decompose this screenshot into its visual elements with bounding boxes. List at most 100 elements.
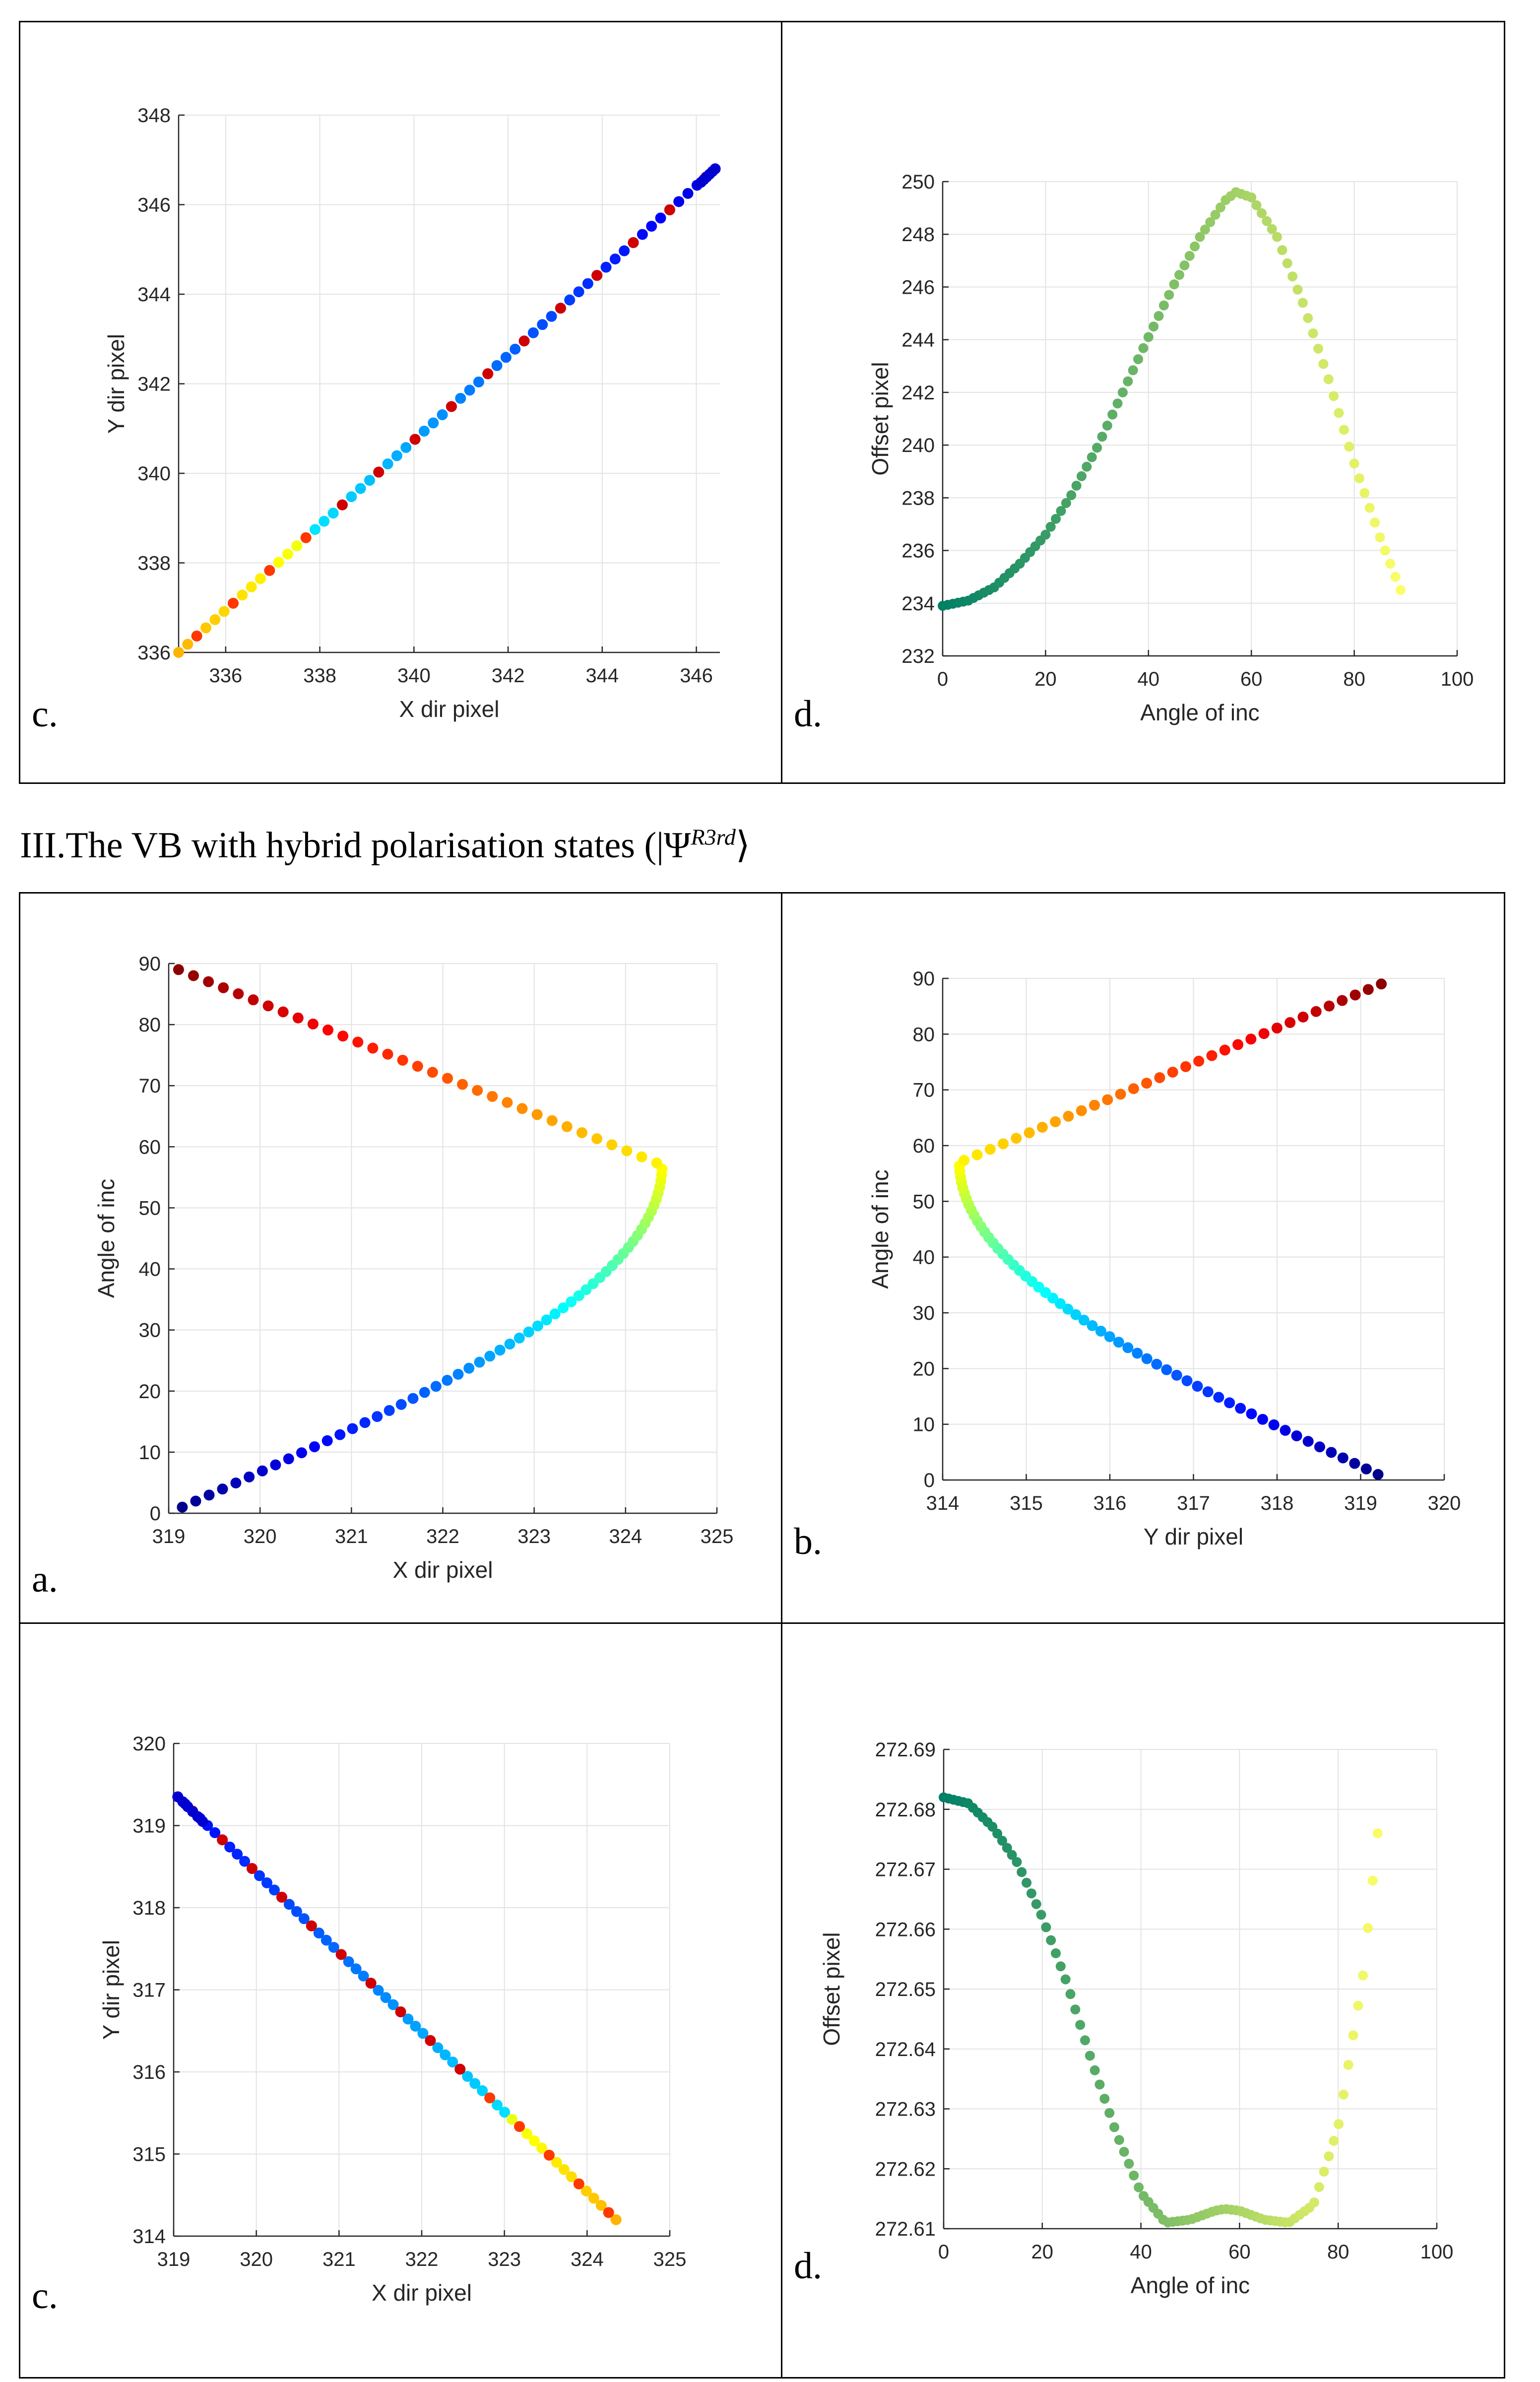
data-point — [491, 360, 503, 371]
data-point — [1171, 1369, 1182, 1381]
data-point — [621, 1145, 633, 1157]
data-point — [291, 1906, 302, 1917]
y-tick-label: 10 — [139, 1442, 161, 1464]
data-point — [1309, 2197, 1319, 2208]
data-point — [432, 2042, 444, 2054]
data-point — [1251, 200, 1262, 210]
data-point — [1133, 354, 1144, 364]
data-point — [197, 1816, 208, 1827]
y-tick-label: 346 — [137, 194, 171, 216]
section-heading-prefix: III.The VB with hybrid polarisation stat… — [20, 825, 691, 866]
bottom-panel-horizontal-divider — [19, 1622, 1505, 1624]
data-point — [1272, 232, 1283, 242]
y-tick-label: 272.65 — [875, 1979, 936, 2000]
data-point — [257, 1465, 268, 1477]
data-point — [1076, 471, 1087, 481]
data-point — [472, 1085, 483, 1096]
data-point — [573, 2178, 584, 2189]
x-tick-label: 336 — [209, 665, 242, 687]
data-point — [373, 1985, 384, 1996]
data-point — [209, 1827, 221, 1838]
data-point — [1132, 1348, 1143, 1359]
data-point — [573, 286, 584, 298]
data-point — [546, 1115, 558, 1126]
data-point — [500, 352, 512, 363]
data-point — [1046, 1935, 1056, 1945]
data-point — [1112, 398, 1123, 409]
data-point — [248, 994, 259, 1006]
data-point — [359, 1417, 371, 1428]
data-point — [1337, 995, 1348, 1006]
data-point — [1349, 458, 1359, 469]
y-tick-label: 30 — [913, 1302, 935, 1324]
bottom-panel-frame — [19, 892, 1505, 2379]
y-tick-label: 50 — [139, 1197, 161, 1219]
data-point — [1134, 2182, 1144, 2192]
data-point — [397, 1054, 408, 1066]
data-point — [1363, 1923, 1373, 1933]
data-point — [696, 177, 707, 188]
data-point — [307, 1018, 319, 1030]
data-point — [1314, 1441, 1325, 1453]
data-point — [1026, 1888, 1036, 1899]
data-point — [1200, 224, 1210, 235]
x-tick-label: 40 — [1138, 668, 1160, 690]
data-point — [619, 245, 630, 257]
data-point — [447, 2057, 458, 2068]
data-point — [482, 368, 494, 380]
data-point — [998, 1138, 1009, 1150]
y-tick-label: 234 — [901, 593, 935, 615]
section-heading-suffix: ⟩ — [735, 825, 750, 866]
data-point — [1195, 232, 1205, 242]
data-point — [292, 1012, 304, 1024]
x-tick-label: 0 — [937, 668, 948, 690]
data-point — [549, 1308, 561, 1320]
data-point — [492, 2099, 503, 2111]
data-point — [409, 434, 421, 445]
x-tick-label: 340 — [397, 665, 431, 687]
data-point — [452, 1368, 464, 1380]
x-tick-label: 344 — [585, 665, 619, 687]
x-tick-label: 40 — [1130, 2241, 1152, 2263]
data-point — [1070, 2004, 1081, 2015]
data-point — [1344, 442, 1354, 452]
data-point — [334, 1429, 346, 1440]
data-point — [419, 1387, 430, 1398]
data-point — [347, 1423, 358, 1434]
data-point — [532, 1320, 543, 1332]
data-point — [1119, 2147, 1129, 2157]
data-point — [1151, 1358, 1162, 1370]
data-point — [1292, 284, 1303, 295]
y-tick-label: 348 — [137, 105, 171, 127]
data-point — [217, 1834, 228, 1846]
data-point — [580, 2186, 592, 2197]
data-point — [1078, 1314, 1090, 1326]
y-tick-label: 240 — [901, 435, 935, 456]
data-point — [454, 2063, 466, 2075]
data-point — [1367, 1875, 1378, 1886]
data-point — [1297, 1011, 1309, 1023]
top-panel-frame — [19, 21, 1505, 784]
y-tick-label: 90 — [139, 953, 161, 975]
data-point — [1206, 1050, 1218, 1061]
data-point — [254, 1870, 265, 1881]
data-point — [1370, 517, 1380, 528]
data-point — [1109, 2122, 1119, 2132]
data-point — [1219, 1044, 1230, 1056]
data-point — [997, 1836, 1007, 1846]
y-tick-label: 272.63 — [875, 2099, 936, 2121]
data-point — [391, 450, 402, 461]
data-point — [531, 1109, 543, 1120]
data-point — [1303, 313, 1313, 323]
y-tick-label: 272.69 — [875, 1739, 936, 1761]
y-tick-label: 60 — [139, 1136, 161, 1158]
data-point — [561, 1121, 573, 1132]
data-point — [1257, 1414, 1268, 1425]
data-point — [283, 1453, 294, 1465]
data-point — [337, 1030, 349, 1042]
data-point — [227, 597, 239, 609]
data-point — [1319, 2167, 1329, 2177]
data-point — [551, 2157, 562, 2168]
